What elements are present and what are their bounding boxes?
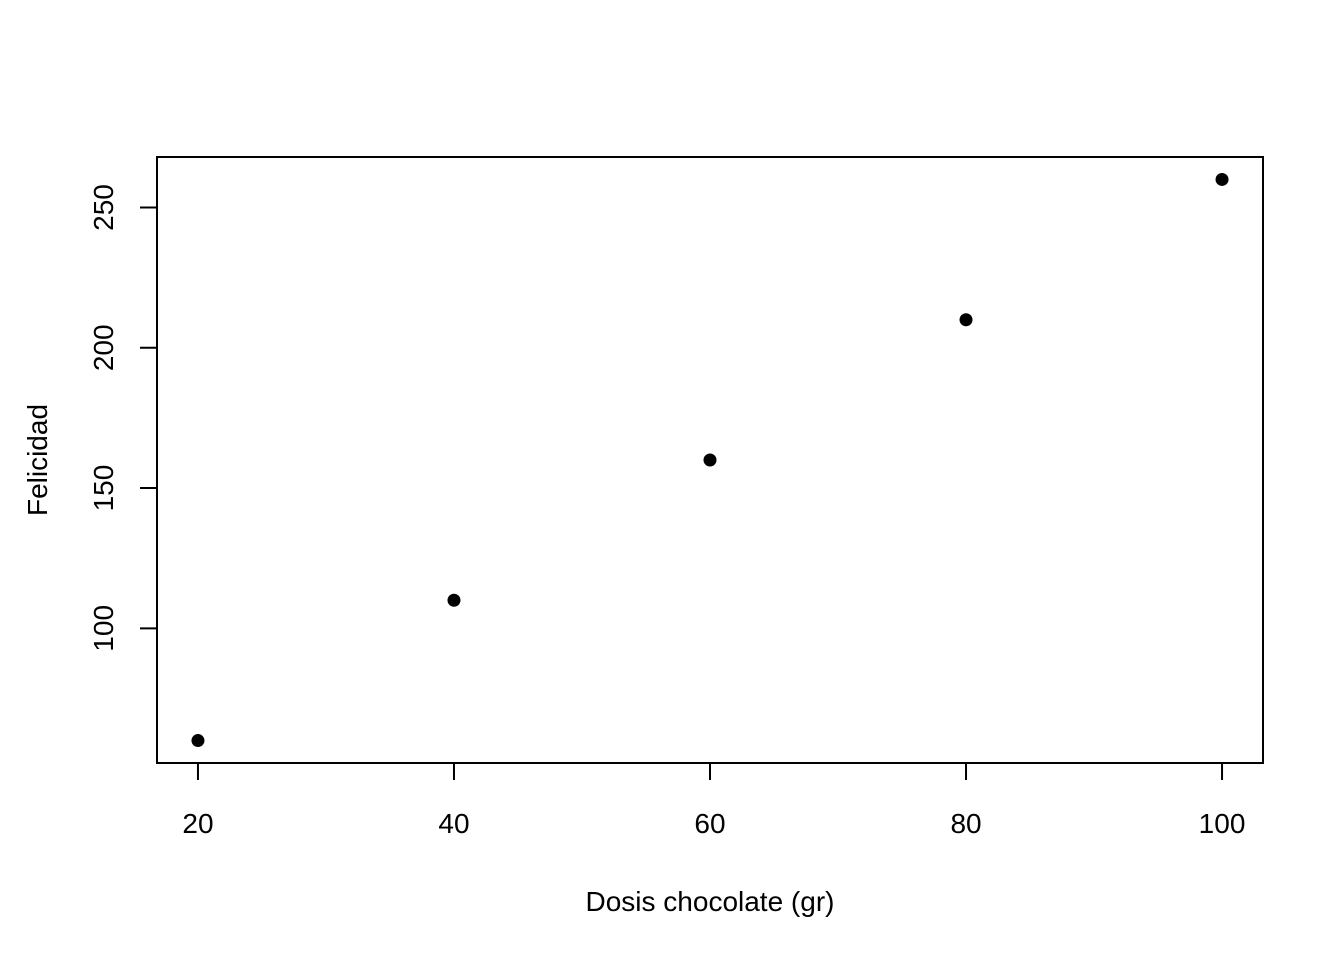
x-tick-label: 40 [438, 808, 469, 839]
data-points [191, 172, 1229, 748]
data-point [191, 734, 205, 748]
y-tick-label: 100 [88, 605, 119, 652]
y-axis-title: Felicidad [22, 404, 53, 516]
data-point [1215, 172, 1229, 186]
x-tick-label: 60 [694, 808, 725, 839]
x-axis: 20 40 60 80 100 [182, 762, 1246, 839]
x-tick-label: 100 [1199, 808, 1246, 839]
x-axis-title: Dosis chocolate (gr) [586, 886, 835, 917]
data-point [703, 453, 717, 467]
y-tick-label: 150 [88, 465, 119, 512]
y-axis: 100 150 200 250 [88, 184, 158, 652]
x-tick-label: 80 [950, 808, 981, 839]
x-tick-label: 20 [182, 808, 213, 839]
y-tick-label: 250 [88, 184, 119, 231]
data-point [447, 593, 461, 607]
y-tick-label: 200 [88, 324, 119, 371]
data-point [959, 313, 973, 327]
